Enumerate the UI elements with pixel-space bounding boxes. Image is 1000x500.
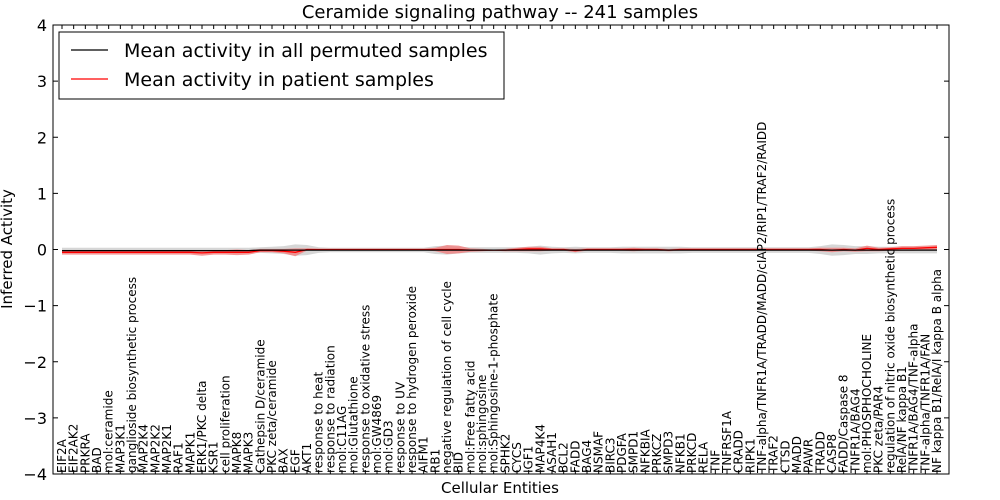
x-category-label: mol:C11AG [335, 406, 349, 473]
x-category-label: ASAH1 [545, 432, 559, 473]
x-category-label: mol:Free fatty acid [463, 361, 477, 474]
x-category-label: CASP8 [825, 434, 839, 473]
x-category-label: PKC zeta/PAR4 [872, 386, 886, 473]
x-category-label: ganglioside biosynthetic process [125, 277, 139, 473]
y-axis-title: Inferred Activity [0, 189, 16, 309]
x-category-label: MAPK3 [242, 432, 256, 473]
y-tick-label: −1 [23, 297, 47, 316]
x-category-label: PKC zeta/ceramide [265, 360, 279, 473]
x-category-label: RELA [697, 441, 711, 473]
x-category-label: BID [452, 452, 466, 473]
x-category-label: response to UV [393, 381, 407, 473]
x-category-label: PRKCZ [650, 434, 664, 473]
x-category-label: response to hydrogen peroxide [405, 286, 419, 473]
x-category-label: PRKRA [78, 433, 92, 473]
x-category-label: EIF2AK2 [67, 424, 81, 473]
y-tick-label: 4 [37, 16, 47, 35]
x-category-label: TRADD [813, 431, 827, 474]
x-category-label: KSR1 [207, 442, 221, 473]
y-tick-label: 3 [37, 72, 47, 91]
y-tick-label: −3 [23, 409, 47, 428]
x-category-label: NSMAF [592, 431, 606, 473]
permuted-mean-line [62, 249, 937, 252]
x-category-label: PRKCD [685, 433, 699, 473]
x-category-label: TNFR1A/BAG4 [848, 388, 862, 474]
x-category-label: CTSD [778, 440, 792, 473]
y-tick-label: 1 [37, 184, 47, 203]
chart-title: Ceramide signaling pathway -- 241 sample… [302, 2, 698, 23]
x-category-label: PAWR [802, 439, 816, 473]
x-category-label: FADD/Caspase 8 [837, 374, 851, 473]
legend-box [58, 31, 505, 100]
x-category-label: FADD [568, 441, 582, 474]
x-category-label: TNFR1A/BAG4/TNF-alpha [907, 324, 921, 474]
x-category-label: MAPK8 [230, 432, 244, 473]
x-category-label: mol:ceramide [102, 390, 116, 473]
plot-area: −4 −3 −2 −1 0 1 2 3 4 EIF2AEIF2AK2PRKRABADmol:cer… [23, 16, 950, 484]
x-category-label: TRAF2 [767, 435, 781, 474]
x-category-label: AIFM1 [417, 436, 431, 473]
y-tick-label: 0 [37, 241, 47, 260]
x-category-label: TNF [708, 450, 722, 474]
x-category-label: MAP4K4 [533, 424, 547, 473]
x-category-label: mol:GW4869 [370, 395, 384, 473]
x-category-label: mol:Sphingosine-1-phosphate [487, 294, 501, 474]
x-category-label: MAP3K1 [113, 424, 127, 473]
x-category-label: SMPD3 [662, 431, 676, 473]
x-category-label: RB1 [428, 449, 442, 473]
x-category-label: AKT1 [300, 443, 314, 473]
x-category-label: MAP2K2 [148, 424, 162, 473]
y-tick-label: 2 [37, 128, 47, 147]
legend: Mean activity in all permuted samples Mea… [58, 31, 505, 100]
x-category-label: CRADD [732, 430, 746, 473]
x-category-label: Cathepsin D/ceramide [253, 339, 267, 473]
x-category-label: CYCS [510, 442, 524, 473]
x-category-label: SPHK2 [498, 434, 512, 473]
x-category-label: TNFRSF1A [720, 410, 734, 474]
x-category-label: NFKB1 [673, 433, 687, 473]
x-category-label: BAD [90, 447, 104, 473]
x-category-label: NFKBIA [638, 428, 652, 473]
x-category-label: mol:sphingosine [475, 375, 489, 473]
x-category-label: cell proliferation [218, 375, 232, 473]
x-category-label: TNF-alpha/TNFR1A/FAN [918, 334, 932, 474]
x-category-label: IGF1 [522, 446, 536, 473]
y-tick-label: −2 [23, 353, 47, 372]
x-category-label: MADD [790, 436, 804, 473]
x-category-label: EIF2A [55, 438, 69, 473]
x-category-label: TNF-alpha/TNFR1A/TRADD/MADD/cIAP2/RIP1/T… [755, 122, 769, 474]
legend-label: Mean activity in patient samples [124, 69, 434, 91]
x-category-label: BCL2 [557, 442, 571, 473]
legend-label: Mean activity in all permuted samples [124, 40, 487, 62]
x-category-label: response to heat [312, 371, 326, 473]
x-axis-title: Cellular Entities [441, 479, 559, 497]
x-category-label: response to radiation [323, 345, 337, 473]
x-category-label: NF kappa B1/RelA/I kappa B alpha [930, 269, 944, 473]
x-category-label: mol:PHOSPHOCHOLINE [860, 334, 874, 473]
x-category-label: mol:GD3 [382, 420, 396, 473]
x-category-label: SMPD1 [627, 431, 641, 473]
x-category-label: regulation of nitric oxide biosynthetic … [883, 199, 897, 473]
x-category-label: BAG4 [580, 440, 594, 473]
x-category-label: BIRC3 [603, 437, 617, 473]
x-category-label: mol:Glutathione [347, 376, 361, 473]
x-category-label: MAP2K1 [160, 424, 174, 473]
x-category-label: EGF [288, 449, 302, 473]
x-category-label: MAP2K4 [137, 424, 151, 473]
y-tick-label: −4 [23, 465, 47, 484]
x-category-label: RIPK1 [743, 438, 757, 473]
x-category-label: RelA/NF kappa B1 [895, 366, 909, 473]
x-category-label: BAX [277, 448, 291, 473]
x-category-label: PDGFA [615, 432, 629, 473]
x-category-label: response to oxidative stress [358, 305, 372, 473]
x-category-label: ERK1/PKC delta [195, 380, 209, 473]
x-category-label: RAF1 [172, 442, 186, 473]
x-category-label: negative regulation of cell cycle [440, 281, 454, 473]
x-category-label: MAPK1 [183, 432, 197, 473]
